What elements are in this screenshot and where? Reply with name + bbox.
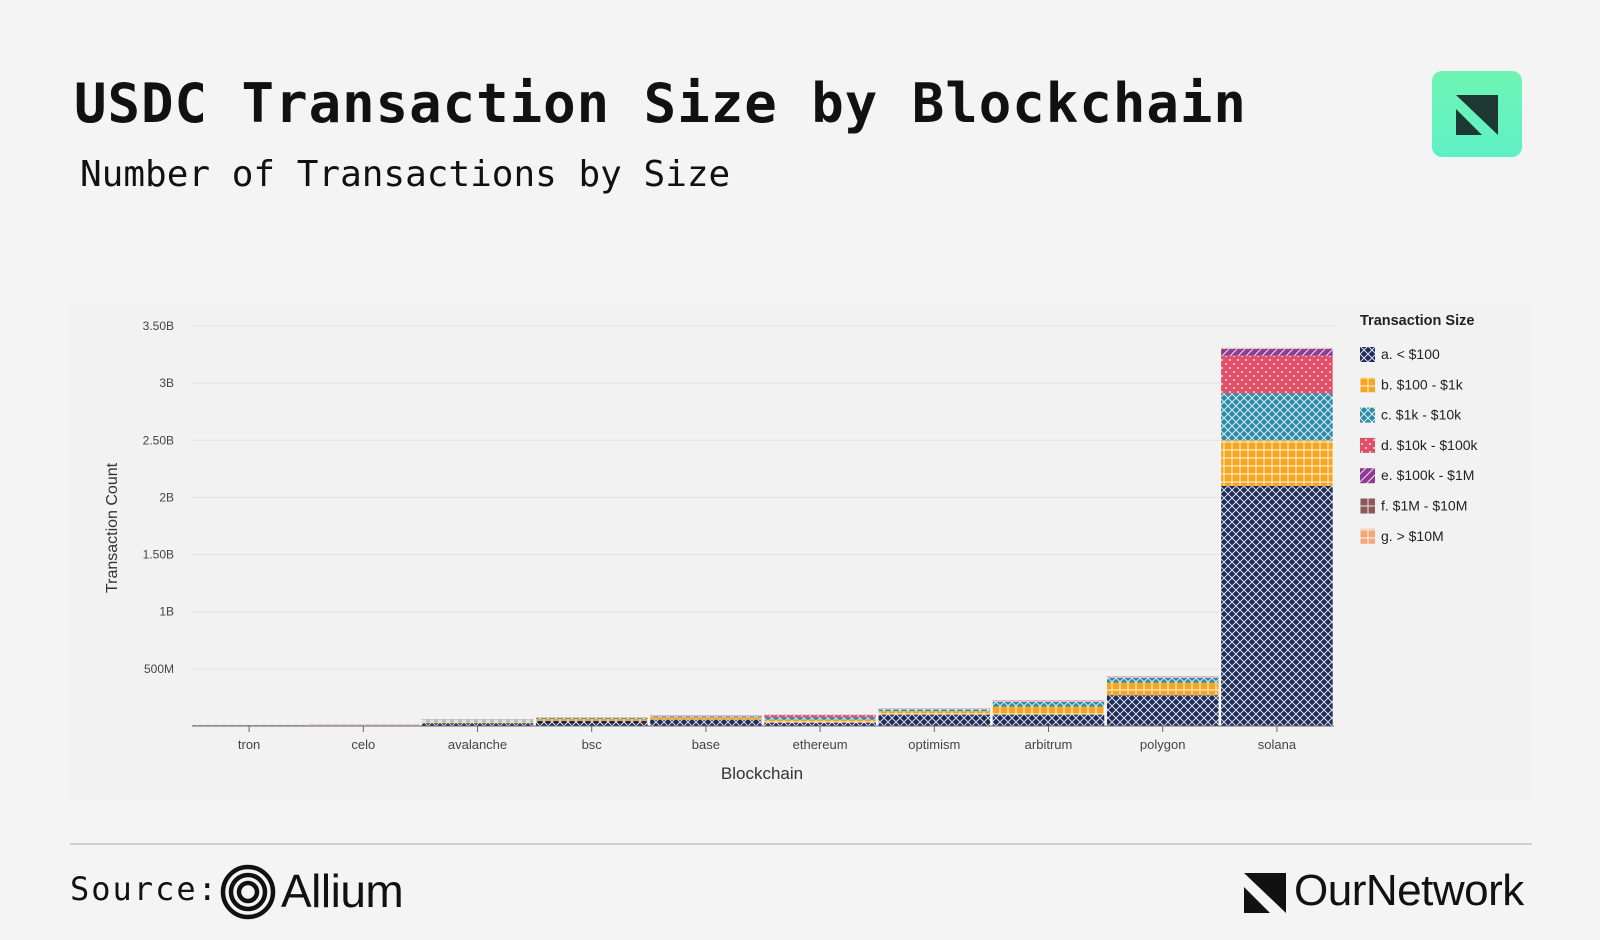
bars <box>192 347 1334 727</box>
bar-segment[interactable] <box>1220 355 1333 394</box>
bar-segment[interactable] <box>1220 440 1333 486</box>
page-title: USDC Transaction Size by Blockchain <box>74 72 1247 135</box>
bar-segment[interactable] <box>992 706 1105 715</box>
bar-segment[interactable] <box>764 722 877 726</box>
x-tick-label: avalanche <box>448 737 507 752</box>
x-tick-label: optimism <box>908 737 960 752</box>
legend-title: Transaction Size <box>1360 313 1474 329</box>
bar-segment[interactable] <box>992 714 1105 726</box>
bar-segment[interactable] <box>649 719 762 726</box>
bar-segment[interactable] <box>649 716 762 718</box>
legend-item[interactable]: b. $100 - $1k <box>1360 376 1464 393</box>
bar-segment[interactable] <box>1106 695 1219 726</box>
bar-stack-base[interactable] <box>649 715 763 727</box>
bar-segment[interactable] <box>421 721 534 724</box>
y-tick-label: 3.50B <box>143 319 174 333</box>
bar-segment[interactable] <box>649 717 762 720</box>
legend-swatch <box>1360 377 1375 393</box>
legend-swatch <box>1360 498 1375 514</box>
bar-segment[interactable] <box>878 714 991 726</box>
legend-swatch <box>1360 347 1375 362</box>
y-tick-label: 1.50B <box>143 548 174 562</box>
x-tick-label: solana <box>1258 737 1297 752</box>
legend-label: g. > $10M <box>1381 528 1444 544</box>
bar-segment[interactable] <box>421 720 534 722</box>
x-tick-label: arbitrum <box>1025 737 1073 752</box>
legend-item[interactable]: c. $1k - $10k <box>1360 407 1462 423</box>
bar-segment[interactable] <box>1106 678 1219 683</box>
bar-segment[interactable] <box>878 711 991 715</box>
x-tick-label: tron <box>238 737 260 752</box>
legend-swatch <box>1360 468 1375 484</box>
legend-swatch <box>1360 407 1375 423</box>
x-axis-label: Blockchain <box>721 764 803 783</box>
y-tick-label: 2B <box>159 490 174 504</box>
y-tick-label: 1B <box>159 605 174 619</box>
x-tick-label: celo <box>351 737 375 752</box>
legend-item[interactable]: f. $1M - $10M <box>1360 498 1467 514</box>
bar-segment[interactable] <box>1106 677 1219 678</box>
legend-label: c. $1k - $10k <box>1381 407 1462 423</box>
bar-segment[interactable] <box>764 714 877 716</box>
ournetwork-mark-icon <box>1456 95 1498 135</box>
y-tick-label: 2.50B <box>143 433 174 447</box>
bar-stack-ethereum[interactable] <box>763 713 877 727</box>
source-label: Source: <box>70 870 219 908</box>
allium-rings-icon <box>220 864 276 920</box>
legend-item[interactable]: a. < $100 <box>1360 346 1440 362</box>
legend-label: b. $100 - $1k <box>1381 376 1464 392</box>
legend: a. < $100 b. $100 - $1k c. $1k - $10k d. $1… <box>1360 346 1479 544</box>
bar-stack-bsc[interactable] <box>535 717 649 727</box>
x-axis-ticks: tron celo avalanche bsc base ethereum optimism… <box>192 725 1334 752</box>
bar-segment[interactable] <box>764 715 877 718</box>
bar-segment[interactable] <box>1220 348 1333 349</box>
chart-panel: 500M 1B 1.50B 2B 2.50B 3B 3.50B tron celo avalan… <box>68 302 1532 802</box>
legend-label: e. $100k - $1M <box>1381 467 1474 483</box>
bar-stack-avalanche[interactable] <box>421 719 534 727</box>
legend-label: a. < $100 <box>1381 346 1440 362</box>
grid-lines <box>192 325 1334 670</box>
legend-label: f. $1M - $10M <box>1381 498 1467 514</box>
source-name: Allium <box>281 865 404 917</box>
footer-divider <box>70 843 1532 845</box>
brand-name: OurNetwork <box>1294 866 1524 915</box>
bar-segment[interactable] <box>1220 486 1333 726</box>
x-tick-label: ethereum <box>793 737 848 752</box>
bar-segment[interactable] <box>992 702 1105 707</box>
bar-stack-optimism[interactable] <box>877 708 991 727</box>
chart: 500M 1B 1.50B 2B 2.50B 3B 3.50B tron celo avalan… <box>104 313 1479 783</box>
bar-segment[interactable] <box>1220 393 1333 441</box>
legend-item[interactable]: e. $100k - $1M <box>1360 467 1474 484</box>
bar-segment[interactable] <box>764 719 877 723</box>
legend-swatch <box>1360 528 1375 544</box>
bar-segment[interactable] <box>1106 682 1219 696</box>
y-tick-label: 3B <box>159 376 174 390</box>
bar-segment[interactable] <box>1220 348 1333 356</box>
bar-stack-arbitrum[interactable] <box>992 700 1105 727</box>
legend-label: d. $10k - $100k <box>1381 437 1479 453</box>
y-axis-label: Transaction Count <box>104 462 121 593</box>
bar-segment[interactable] <box>535 720 648 726</box>
bar-segment[interactable] <box>535 717 648 719</box>
legend-item[interactable]: g. > $10M <box>1360 528 1444 544</box>
bar-segment[interactable] <box>878 709 991 712</box>
x-tick-label: bsc <box>582 737 603 752</box>
x-tick-label: base <box>692 737 720 752</box>
legend-item[interactable]: d. $10k - $100k <box>1360 437 1479 453</box>
y-axis-ticks: 500M 1B 1.50B 2B 2.50B 3B 3.50B <box>143 319 174 676</box>
bar-segment[interactable] <box>535 718 648 721</box>
brand-tile <box>1432 71 1522 157</box>
bar-segment[interactable] <box>421 723 534 726</box>
ournetwork-mark-icon <box>1244 873 1286 913</box>
bar-stack-polygon[interactable] <box>1106 676 1220 727</box>
legend-swatch <box>1360 437 1375 453</box>
y-tick-label: 500M <box>144 662 174 676</box>
bar-segment[interactable] <box>992 701 1105 702</box>
x-tick-label: polygon <box>1140 737 1186 752</box>
bar-stack-solana[interactable] <box>1220 347 1334 727</box>
page-subtitle: Number of Transactions by Size <box>80 154 731 195</box>
bar-segment[interactable] <box>764 717 877 720</box>
